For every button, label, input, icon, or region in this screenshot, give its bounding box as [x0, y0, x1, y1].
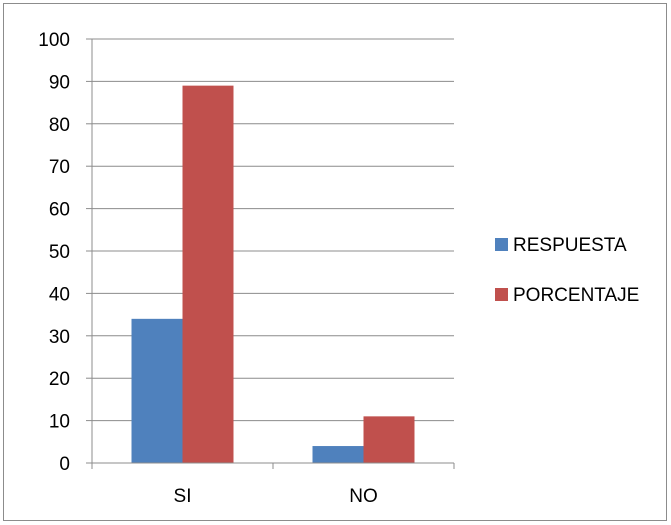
- legend-swatch-respuesta: [495, 238, 508, 251]
- chart-area: [3, 3, 667, 521]
- bar-respuesta-no: [312, 446, 364, 463]
- y-tick-label: 100: [38, 30, 70, 51]
- bars: [131, 85, 415, 463]
- legend-label-respuesta: RESPUESTA: [513, 235, 627, 256]
- y-tick-label: 40: [49, 284, 70, 305]
- y-tick-label: 80: [49, 115, 70, 136]
- x-tick-label: SI: [174, 486, 192, 507]
- y-tick-label: 50: [49, 242, 70, 263]
- y-tick-label: 10: [49, 412, 70, 433]
- axes: 0 10 20 30 40 50 60 70 80 90 100 SI NO: [38, 30, 455, 507]
- bar-respuesta-si: [131, 318, 183, 463]
- y-tick-label: 20: [49, 369, 70, 390]
- legend-swatch-porcentaje: [495, 288, 508, 301]
- legend: RESPUESTA PORCENTAJE: [495, 235, 639, 306]
- y-tick-label: 0: [59, 454, 70, 475]
- x-tick-label: NO: [349, 486, 378, 507]
- y-tick-label: 70: [49, 157, 70, 178]
- y-tick-label: 90: [49, 72, 70, 93]
- legend-label-porcentaje: PORCENTAJE: [513, 285, 639, 306]
- bar-porcentaje-si: [182, 85, 234, 463]
- bar-porcentaje-no: [363, 416, 415, 463]
- y-tick-label: 30: [49, 327, 70, 348]
- y-tick-label: 60: [49, 200, 70, 221]
